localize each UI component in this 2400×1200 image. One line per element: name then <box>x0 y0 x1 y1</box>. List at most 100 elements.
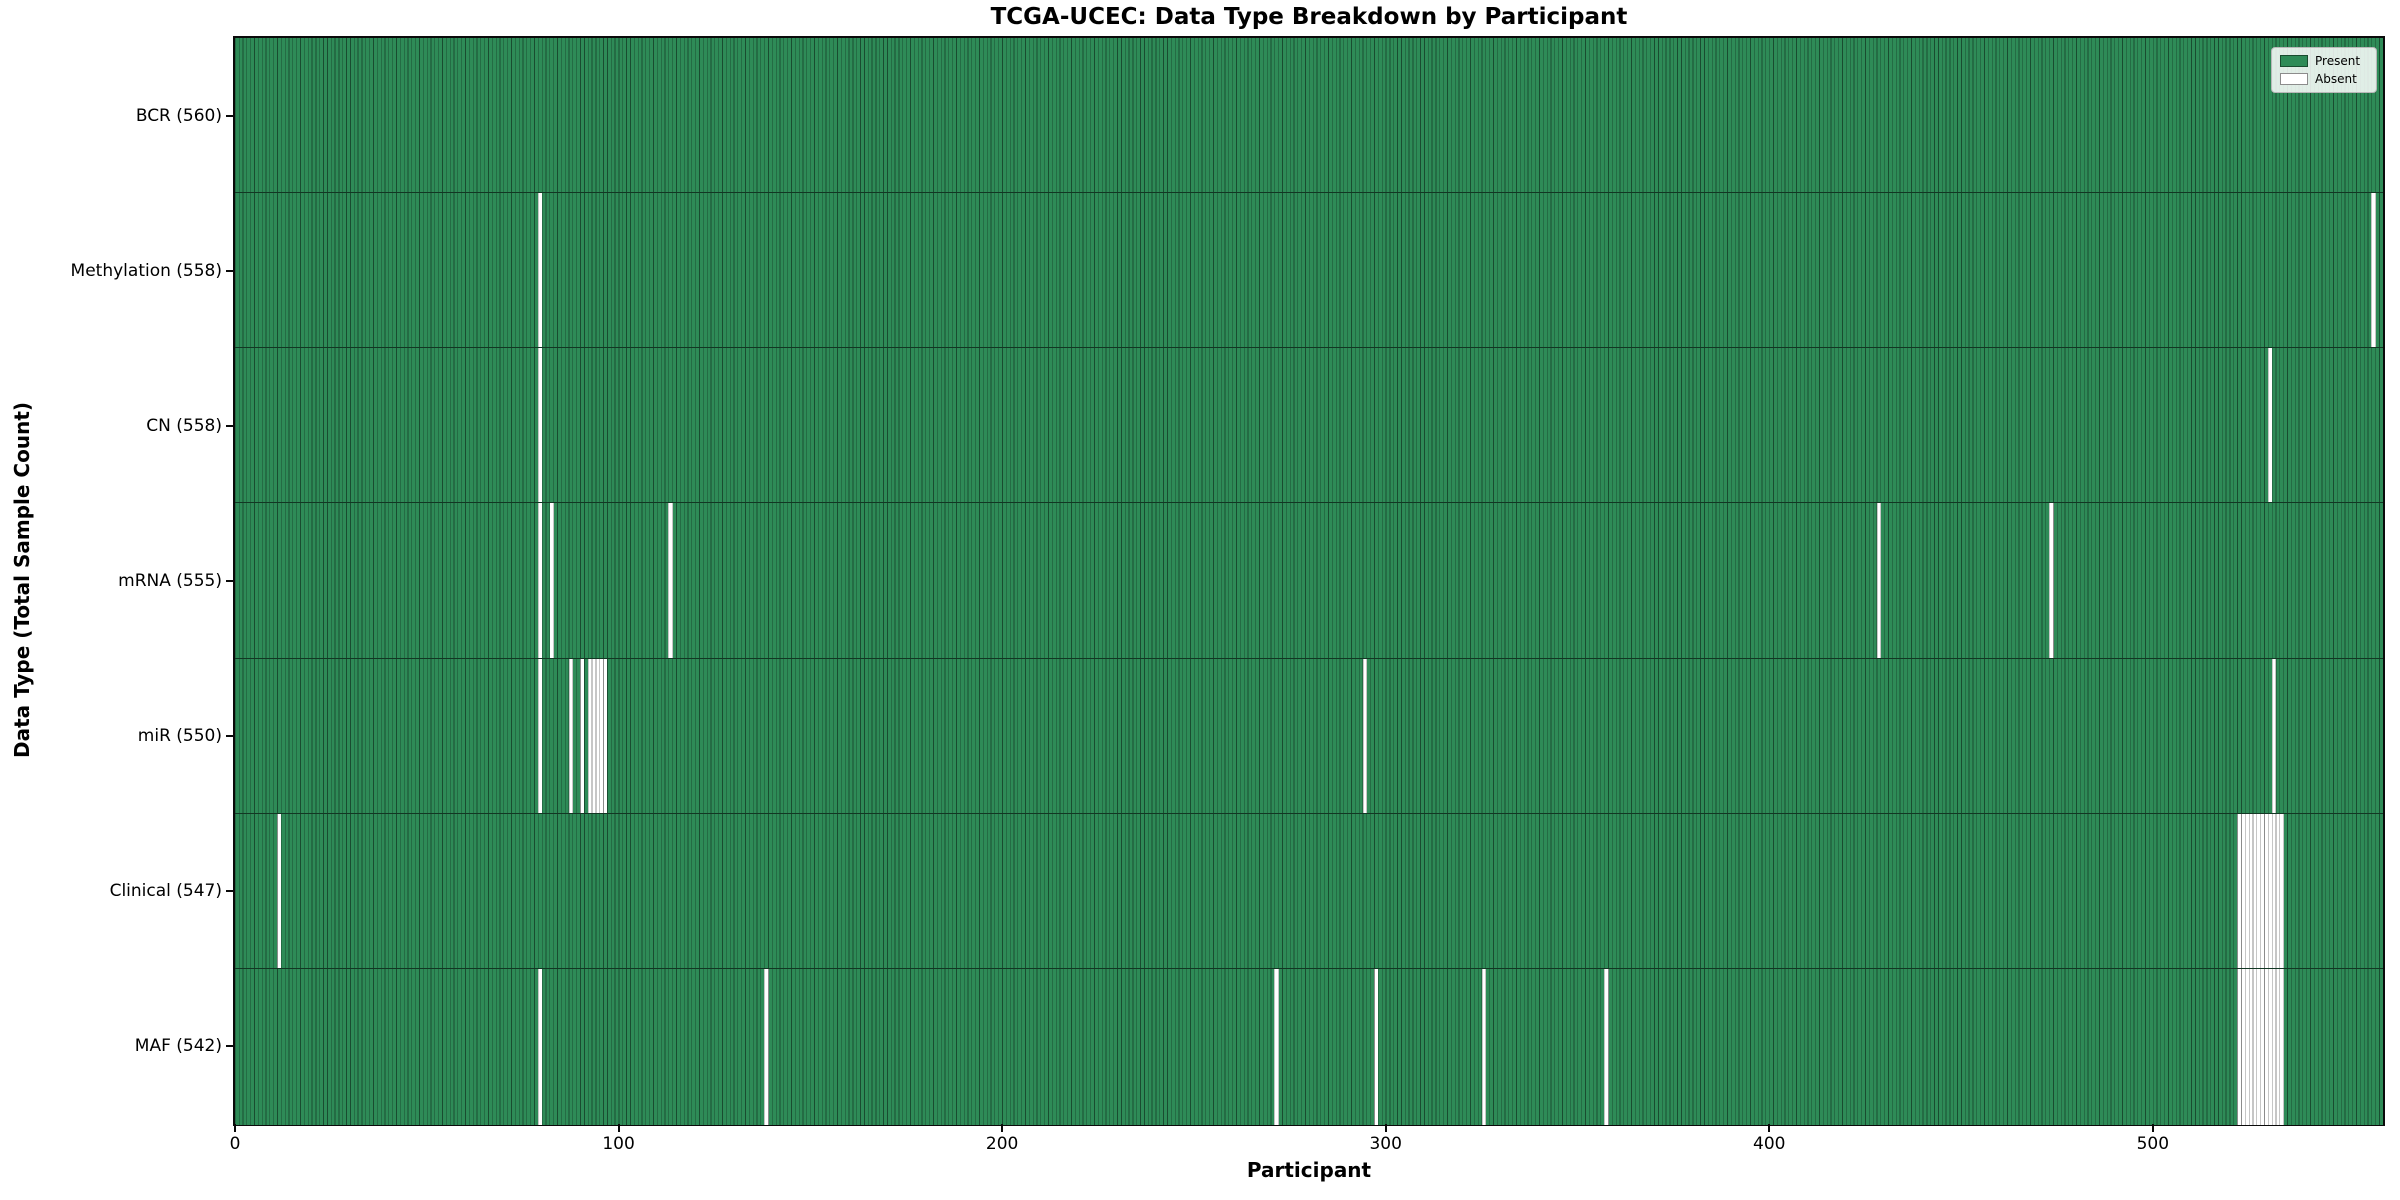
column-edges <box>235 813 2383 970</box>
absent-mark <box>2275 968 2280 1125</box>
absent-mark <box>538 658 543 815</box>
column-edges <box>235 193 2383 350</box>
legend-swatch-absent <box>2280 73 2308 85</box>
x-axis-label: Participant <box>1246 1158 1372 1182</box>
absent-mark <box>538 503 543 660</box>
absent-mark <box>764 968 769 1125</box>
legend-entry-present: Present <box>2280 54 2368 68</box>
row-mrna <box>235 502 2383 660</box>
absent-mark <box>591 658 596 815</box>
x-tick-label: 0 <box>229 1134 241 1154</box>
y-tick-mark <box>226 269 233 272</box>
row-methylation <box>235 192 2383 350</box>
x-tick-mark <box>1384 1124 1387 1132</box>
row-clinical <box>235 812 2383 970</box>
absent-mark <box>2260 813 2265 970</box>
y-tick-label: miR (550) <box>137 726 222 747</box>
absent-mark <box>538 348 543 505</box>
absent-mark <box>549 503 554 660</box>
x-tick-mark <box>1768 1124 1771 1132</box>
x-tick-label: 100 <box>602 1134 635 1154</box>
absent-mark <box>2244 968 2250 1125</box>
absent-mark <box>2275 813 2280 970</box>
y-tick-mark <box>226 890 233 893</box>
absent-mark <box>1274 968 1279 1125</box>
y-tick-label: Methylation (558) <box>70 260 222 281</box>
plot-area <box>233 36 2385 1126</box>
legend-label: Present <box>2315 54 2361 68</box>
y-tick-mark <box>226 1045 233 1048</box>
legend-swatch-present <box>2280 55 2308 67</box>
row-mir <box>235 657 2383 815</box>
x-tick-label: 500 <box>2136 1134 2170 1154</box>
absent-mark <box>2260 968 2265 1125</box>
row-bcr <box>235 38 2383 194</box>
column-edges <box>235 348 2383 505</box>
absent-mark <box>2267 348 2273 505</box>
absent-mark <box>538 968 543 1125</box>
absent-mark <box>2279 813 2284 970</box>
y-tick-label: Clinical (547) <box>109 881 222 902</box>
absent-mark <box>2049 503 2054 660</box>
absent-mark <box>2271 658 2276 815</box>
column-edges <box>235 38 2383 194</box>
absent-mark <box>2252 813 2257 970</box>
absent-mark <box>2267 968 2273 1125</box>
y-tick-mark <box>226 114 233 117</box>
absent-mark <box>2256 813 2261 970</box>
absent-mark <box>2279 968 2284 1125</box>
absent-mark <box>668 503 673 660</box>
absent-mark <box>277 813 282 970</box>
absent-mark <box>2237 813 2242 970</box>
row-maf <box>235 967 2383 1125</box>
x-tick-mark <box>234 1124 236 1132</box>
x-tick-mark <box>1001 1124 1004 1132</box>
y-tick-label: mRNA (555) <box>118 571 222 591</box>
x-tick-mark <box>617 1124 620 1132</box>
column-edges <box>235 968 2383 1125</box>
y-tick-mark <box>226 580 233 582</box>
absent-mark <box>599 658 604 815</box>
absent-mark <box>568 658 573 815</box>
row-cn <box>235 347 2383 505</box>
y-tick-label: BCR (560) <box>135 105 222 126</box>
absent-mark <box>2248 968 2253 1125</box>
absent-mark <box>595 658 600 815</box>
absent-mark <box>538 193 543 350</box>
legend: Present Absent <box>2271 47 2377 93</box>
absent-mark <box>2244 813 2250 970</box>
column-edges <box>235 658 2383 815</box>
legend-entry-absent: Absent <box>2280 72 2368 86</box>
y-tick-mark <box>226 735 233 738</box>
absent-mark <box>580 658 585 815</box>
y-tick-mark <box>226 424 233 427</box>
absent-mark <box>587 658 593 815</box>
absent-mark <box>2267 813 2273 970</box>
x-tick-mark <box>2151 1124 2154 1132</box>
y-tick-label: MAF (542) <box>134 1036 222 1057</box>
absent-mark <box>2271 813 2276 970</box>
absent-mark <box>2264 813 2269 970</box>
absent-mark <box>2271 968 2276 1125</box>
x-tick-label: 200 <box>985 1134 1019 1154</box>
chart-title: TCGA-UCEC: Data Type Breakdown by Partic… <box>990 4 1628 30</box>
absent-mark <box>2252 968 2257 1125</box>
absent-mark <box>2371 193 2376 350</box>
x-tick-label: 400 <box>1753 1134 1786 1154</box>
absent-mark <box>2256 968 2261 1125</box>
absent-mark <box>2241 813 2246 970</box>
absent-mark <box>1374 968 1379 1125</box>
absent-mark <box>1481 968 1486 1125</box>
absent-mark <box>2264 968 2269 1125</box>
y-tick-label: CN (558) <box>146 415 222 436</box>
absent-mark <box>1876 503 1881 660</box>
absent-mark <box>2241 968 2246 1125</box>
legend-label: Absent <box>2315 72 2357 86</box>
absent-mark <box>1362 658 1367 815</box>
column-edges <box>235 503 2383 660</box>
absent-mark <box>2248 813 2253 970</box>
absent-mark <box>2237 968 2242 1125</box>
absent-mark <box>1604 968 1609 1125</box>
x-tick-label: 300 <box>1369 1134 1402 1154</box>
